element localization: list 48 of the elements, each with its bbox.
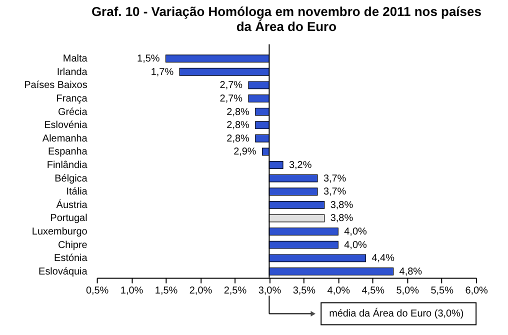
y-tick-label: Espanha	[48, 146, 88, 158]
y-tick-label: Países Baixos	[24, 80, 88, 92]
x-tick-label: 1,0%	[120, 285, 144, 296]
data-label: 2,8%	[226, 106, 250, 118]
y-tick-label: Áustria	[56, 198, 88, 211]
x-tick-label: 2,0%	[189, 285, 212, 296]
data-label: 3,8%	[330, 200, 354, 211]
x-tick-label: 3,5%	[292, 285, 316, 296]
y-tick-label: Estónia	[54, 253, 88, 264]
x-tick-label: 2,5%	[224, 285, 247, 296]
data-label: 2,7%	[220, 93, 243, 104]
data-label: 2,9%	[234, 146, 256, 158]
y-tick-label: Luxemburgo	[32, 226, 88, 238]
data-label: 1,5%	[137, 54, 160, 65]
x-tick-label: 5,0%	[396, 285, 420, 296]
y-tick-label: Eslováquia	[38, 266, 88, 278]
y-tick-label: Irlanda	[56, 66, 88, 78]
text: média da Área do Euro (3,0%)	[329, 308, 464, 320]
data-label: 3,7%	[323, 186, 346, 198]
data-label: 4,0%	[344, 240, 367, 251]
data-label: 4,4%	[372, 253, 395, 264]
data-label: 3,7%	[323, 173, 346, 184]
y-tick-label: Bélgica	[54, 173, 88, 184]
data-label: 2,8%	[226, 120, 250, 132]
chart-title: Graf. 10 - Variação Homóloga em novembro de 2011 nos países da Área do Euro	[91, 4, 482, 34]
y-tick-label: Malta	[62, 54, 88, 65]
data-label: 2,7%	[220, 80, 243, 92]
x-tick-label: 5,5%	[430, 285, 454, 296]
data-label: 2,8%	[226, 133, 250, 144]
x-tick-label: 4,0%	[327, 285, 350, 296]
y-tick-label: Eslovénia	[44, 120, 88, 132]
x-tick-label: 0,5%	[86, 285, 109, 296]
x-tick-label: 1,5%	[154, 285, 178, 296]
y-tick-label: Portugal	[50, 213, 88, 224]
data-label: 1,7%	[150, 66, 174, 78]
y-tick-label: Chipre	[58, 240, 88, 251]
y-tick-label: Grécia	[58, 106, 88, 118]
x-tick-label: 4,5%	[362, 285, 385, 296]
data-label: 4,8%	[399, 266, 422, 278]
y-tick-label: Finlândia	[46, 160, 88, 171]
data-label: 4,0%	[344, 226, 367, 238]
y-tick-label: França	[56, 93, 88, 104]
data-label: 3,8%	[330, 213, 354, 224]
x-tick-label: 3,0%	[258, 285, 282, 296]
y-tick-label: Itália	[66, 186, 88, 198]
data-label: 3,2%	[288, 160, 312, 171]
x-tick-label: 6,0%	[465, 285, 488, 296]
y-tick-label: Alemanha	[42, 133, 88, 144]
